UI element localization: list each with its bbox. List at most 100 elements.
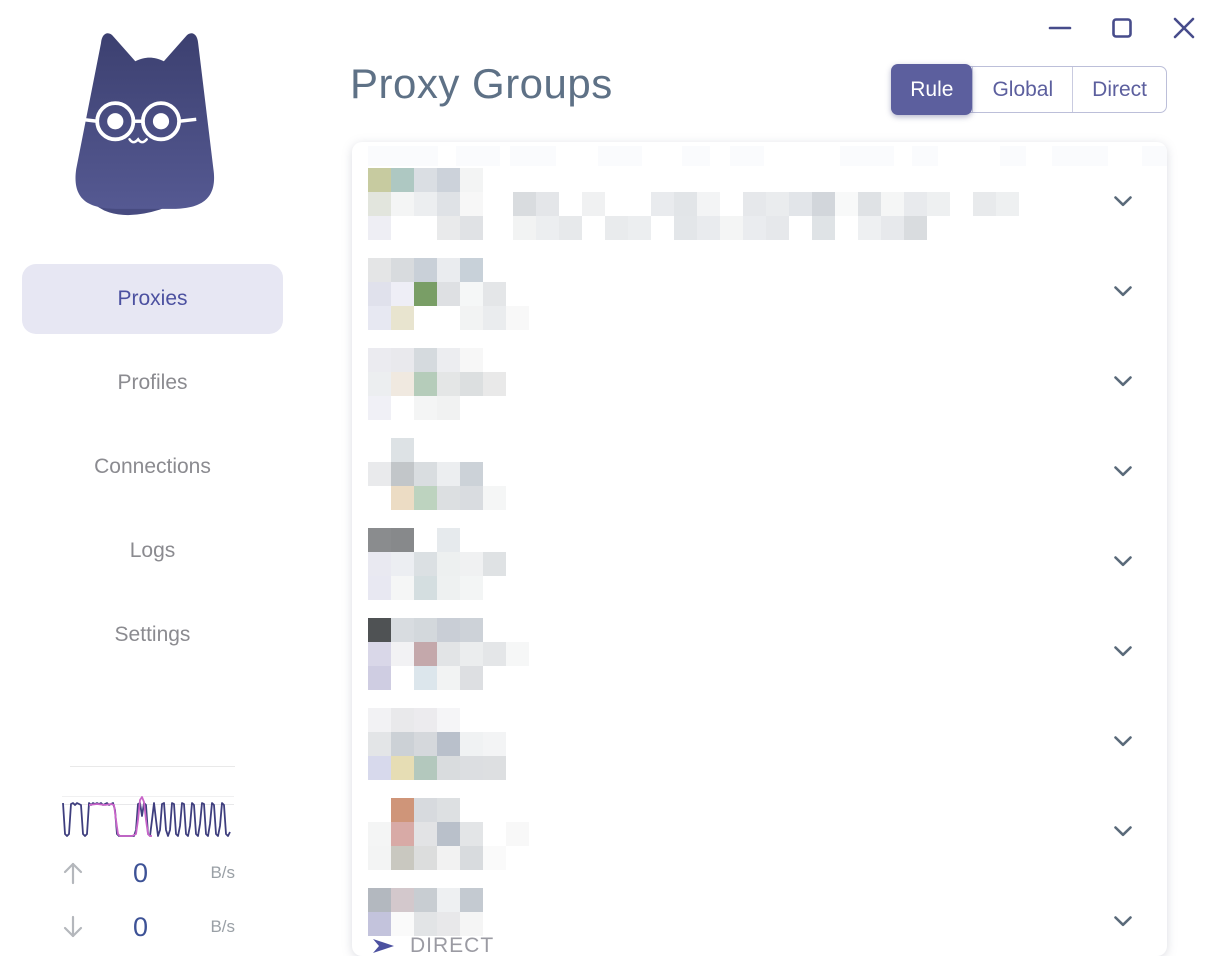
proxy-group-row[interactable]: [352, 426, 1167, 516]
chevron-down-icon[interactable]: [1114, 826, 1132, 837]
mosaic-cell: [437, 282, 460, 306]
mode-rule[interactable]: Rule: [891, 64, 973, 115]
mosaic-cell: [437, 708, 460, 732]
proxy-node-direct[interactable]: DIRECT: [372, 934, 494, 956]
proxy-group-row[interactable]: [352, 156, 1167, 246]
traffic-sparkline: [62, 796, 234, 837]
direct-arrow-icon: [373, 939, 394, 953]
chevron-down-icon[interactable]: [1114, 646, 1132, 657]
mosaic-cell: [858, 192, 881, 216]
sidebar-item-settings[interactable]: Settings: [114, 623, 191, 646]
mosaic-row: [368, 888, 483, 912]
proxy-group-row[interactable]: [352, 336, 1167, 426]
mosaic-cell: [391, 462, 414, 486]
chevron-down-icon[interactable]: [1114, 556, 1132, 567]
mosaic-cell: [858, 216, 881, 240]
mosaic-cell: [368, 732, 391, 756]
mosaic-cell: [743, 216, 766, 240]
mosaic-cell: [437, 732, 460, 756]
mode-global[interactable]: Global: [972, 67, 1072, 112]
mosaic-row: [368, 576, 506, 600]
mosaic-cell: [628, 216, 651, 240]
proxy-group-row[interactable]: [352, 696, 1167, 786]
mosaic-cell: [368, 618, 391, 642]
mosaic-cell: [812, 192, 835, 216]
blurred-fragment: [682, 146, 710, 166]
chevron-down-icon[interactable]: [1114, 196, 1132, 207]
mosaic-cell: [391, 348, 414, 372]
mosaic-cell: [460, 192, 483, 216]
mosaic-cell: [766, 192, 789, 216]
mosaic-cell: [368, 552, 391, 576]
mosaic-cell: [414, 756, 437, 780]
blurred-fragment: [840, 146, 894, 166]
mode-direct[interactable]: Direct: [1072, 67, 1166, 112]
page-title: Proxy Groups: [350, 60, 613, 107]
chevron-down-icon[interactable]: [1114, 736, 1132, 747]
mosaic-cell: [414, 216, 437, 240]
chevron-down-icon[interactable]: [1114, 466, 1132, 477]
blurred-node-list: [513, 192, 1019, 240]
mosaic-cell: [483, 306, 506, 330]
mosaic-row: [368, 822, 529, 846]
chevron-down-icon[interactable]: [1114, 376, 1132, 387]
mosaic-cell: [536, 216, 559, 240]
mosaic-cell: [391, 282, 414, 306]
blurred-group-name: [368, 888, 483, 936]
mosaic-cell: [368, 168, 391, 192]
mosaic-cell: [460, 216, 483, 240]
proxy-group-row[interactable]: [352, 786, 1167, 876]
proxy-group-row[interactable]: [352, 606, 1167, 696]
mosaic-cell: [973, 216, 996, 240]
mosaic-row: [368, 372, 506, 396]
mosaic-cell: [483, 798, 506, 822]
close-button[interactable]: [1170, 14, 1198, 42]
mosaic-cell: [437, 756, 460, 780]
mosaic-cell: [996, 216, 1019, 240]
download-speed-value: 0: [132, 911, 149, 942]
chevron-down-icon[interactable]: [1114, 916, 1132, 927]
mosaic-cell: [460, 372, 483, 396]
mosaic-cell: [536, 192, 559, 216]
download-speed-unit: B/s: [210, 917, 235, 936]
mosaic-cell: [437, 462, 460, 486]
maximize-button[interactable]: [1108, 14, 1136, 42]
chevron-down-icon[interactable]: [1114, 286, 1132, 297]
mosaic-cell: [391, 912, 414, 936]
proxy-group-row[interactable]: DIRECT: [352, 876, 1167, 956]
mosaic-cell: [766, 216, 789, 240]
mosaic-cell: [483, 822, 506, 846]
sidebar-item-connections[interactable]: Connections: [94, 455, 211, 478]
mosaic-cell: [368, 798, 391, 822]
upload-speed-row: 0 B/s: [58, 856, 235, 890]
mosaic-cell: [414, 168, 437, 192]
maximize-icon: [1112, 18, 1132, 38]
mosaic-cell: [437, 912, 460, 936]
sidebar-item-logs[interactable]: Logs: [129, 539, 176, 562]
mosaic-cell: [437, 216, 460, 240]
window-controls: [1046, 14, 1198, 42]
blurred-group-name: [368, 438, 506, 510]
mosaic-row: [513, 216, 1019, 240]
mosaic-cell: [391, 306, 414, 330]
mosaic-cell: [414, 192, 437, 216]
mosaic-cell: [460, 348, 483, 372]
proxy-group-row[interactable]: [352, 516, 1167, 606]
sidebar-item-proxies[interactable]: Proxies: [22, 264, 283, 334]
blurred-group-name: [368, 528, 506, 600]
arrow-up-icon: [63, 862, 83, 885]
mosaic-cell: [414, 552, 437, 576]
mosaic-cell: [460, 822, 483, 846]
mosaic-row: [368, 912, 483, 936]
proxy-group-row[interactable]: [352, 246, 1167, 336]
minimize-button[interactable]: [1046, 14, 1074, 42]
sidebar-item-profiles[interactable]: Profiles: [117, 371, 188, 394]
blurred-group-name: [368, 258, 529, 330]
mosaic-cell: [414, 258, 437, 282]
mosaic-cell: [950, 192, 973, 216]
mosaic-cell: [605, 192, 628, 216]
mosaic-cell: [582, 216, 605, 240]
mosaic-cell: [391, 666, 414, 690]
mosaic-cell: [437, 192, 460, 216]
